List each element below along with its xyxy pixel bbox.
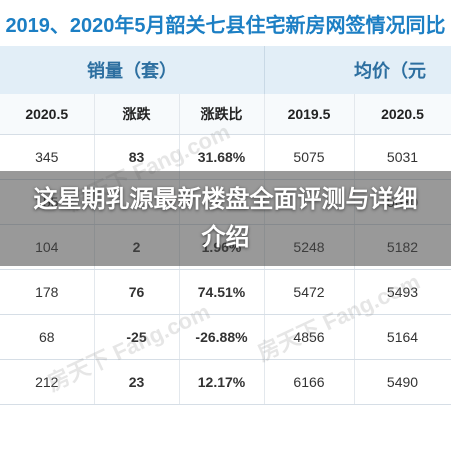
- column-header: 涨跌: [94, 94, 180, 135]
- column-header: 2020.5: [0, 94, 95, 135]
- sales-group-header: 销量（套）: [87, 61, 177, 81]
- headline-text: 这星期乳源最新楼盘全面评测与详细介绍: [33, 185, 418, 251]
- table-row: 212 23 12.17% 6166 5490: [0, 359, 451, 405]
- change-cell: -25: [94, 314, 180, 360]
- sales-cell: 178: [0, 269, 95, 315]
- change-pct-cell: 74.51%: [179, 269, 265, 315]
- price-2019-cell: 6166: [264, 359, 355, 405]
- change-cell: 23: [94, 359, 180, 405]
- price-group-header: 均价（元: [354, 61, 426, 81]
- chart-title: 2019、2020年5月韶关七县住宅新房网签情况同比: [0, 0, 451, 46]
- sales-cell: 68: [0, 314, 95, 360]
- column-header: 2020.5: [354, 94, 451, 135]
- price-2019-cell: 5472: [264, 269, 355, 315]
- column-header-row: 2020.5 涨跌 涨跌比 2019.5 2020.5: [0, 94, 451, 135]
- column-header: 涨跌比: [179, 94, 265, 135]
- group-header-band: 销量（套） 均价（元: [0, 46, 451, 94]
- change-pct-cell: 12.17%: [179, 359, 265, 405]
- table-row: 178 76 74.51% 5472 5493: [0, 269, 451, 315]
- column-header: 2019.5: [264, 94, 355, 135]
- price-2019-cell: 4856: [264, 314, 355, 360]
- change-cell: 76: [94, 269, 180, 315]
- group-divider: [264, 46, 265, 94]
- change-pct-cell: -26.88%: [179, 314, 265, 360]
- price-2020-cell: 5164: [354, 314, 451, 360]
- headline-overlay: 这星期乳源最新楼盘全面评测与详细介绍: [0, 171, 451, 266]
- sales-cell: 212: [0, 359, 95, 405]
- price-2020-cell: 5493: [354, 269, 451, 315]
- table-row: 68 -25 -26.88% 4856 5164: [0, 314, 451, 360]
- price-2020-cell: 5490: [354, 359, 451, 405]
